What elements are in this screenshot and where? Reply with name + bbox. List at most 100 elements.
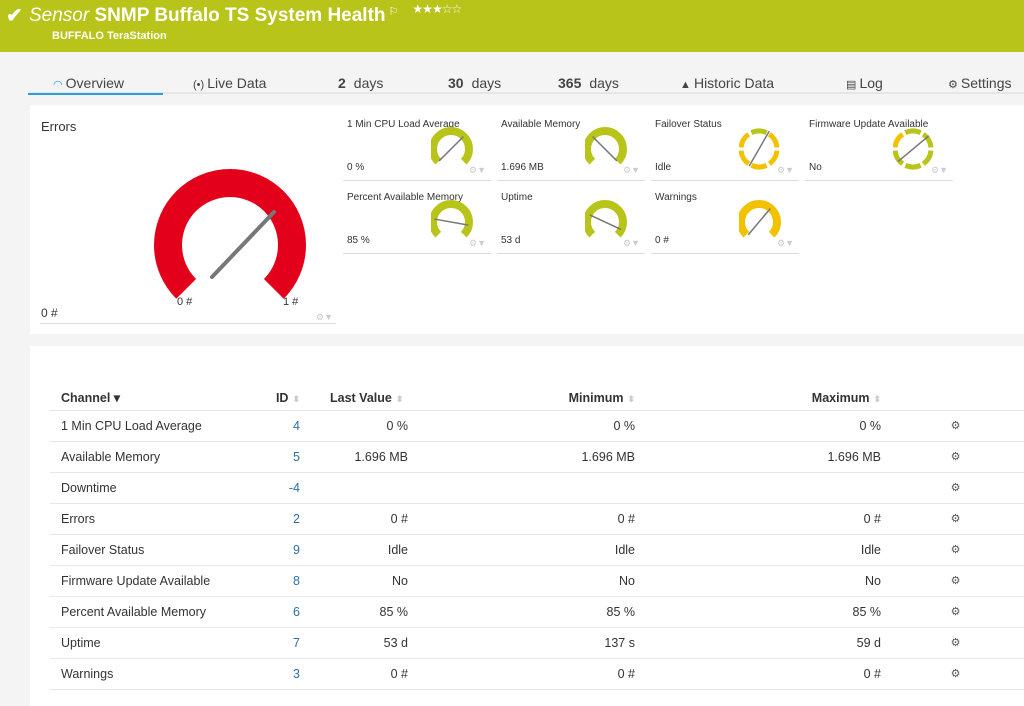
gauge-arc bbox=[431, 127, 473, 165]
star-icon[interactable]: ★ bbox=[412, 2, 423, 16]
gauge-segment bbox=[750, 128, 768, 136]
gauge-segment bbox=[739, 150, 751, 166]
tab-30-days[interactable]: 30 days bbox=[448, 75, 502, 91]
col-minimum[interactable]: Minimum ⬍ bbox=[408, 386, 635, 411]
table-row[interactable]: Errors 2 0 # 0 # 0 # ⚙ bbox=[50, 503, 1024, 535]
gauge-available-memory[interactable]: Available Memory 1.696 MB ⚙▼ bbox=[497, 115, 645, 181]
table-row[interactable]: Available Memory 5 1.696 MB 1.696 MB 1.6… bbox=[50, 441, 1024, 473]
table-row[interactable]: Warnings 3 0 # 0 # 0 # ⚙ bbox=[50, 658, 1024, 690]
channel-settings-icon[interactable]: ⚙ bbox=[881, 441, 1024, 473]
gauge-dial bbox=[893, 128, 934, 170]
title-row: Sensor SNMP Buffalo TS System Health ⚐ ★… bbox=[29, 2, 462, 27]
cell-maximum: No bbox=[635, 565, 881, 597]
gauge-needle bbox=[592, 136, 618, 162]
gauge-min-label: 0 # bbox=[177, 296, 193, 308]
priority-stars[interactable]: ★★★☆☆ bbox=[412, 2, 462, 16]
channel-settings-icon[interactable]: ⚙ bbox=[881, 658, 1024, 690]
cell-last-value: No bbox=[306, 565, 408, 597]
cell-last-value: Idle bbox=[306, 534, 408, 566]
channel-settings-icon[interactable]: ⚙ bbox=[881, 565, 1024, 597]
channel-settings-icon[interactable]: ⚙ bbox=[881, 627, 1024, 659]
gauge-settings-icon[interactable]: ⚙▼ bbox=[623, 165, 640, 175]
cell-id: -4 bbox=[250, 472, 306, 504]
tab-historic-data[interactable]: ▲ Historic Data bbox=[680, 75, 775, 91]
tab-log[interactable]: ▤ Log bbox=[846, 75, 883, 91]
cell-channel[interactable]: Uptime bbox=[50, 627, 250, 659]
cell-channel[interactable]: 1 Min CPU Load Average bbox=[50, 410, 250, 442]
tab-overview[interactable]: ◠ Overview bbox=[28, 75, 163, 95]
tab-settings[interactable]: ⚙ Settings bbox=[948, 75, 1012, 91]
gauge-percent-available-memory[interactable]: Percent Available Memory 85 % ⚙▼ bbox=[343, 188, 491, 254]
gauge-settings-icon[interactable]: ⚙▼ bbox=[777, 238, 794, 248]
flag-icon[interactable]: ⚐ bbox=[388, 6, 399, 18]
cell-last-value: 53 d bbox=[306, 627, 408, 659]
star-icon[interactable]: ★ bbox=[422, 2, 433, 16]
channel-settings-icon[interactable]: ⚙ bbox=[881, 472, 1024, 504]
gauge-warnings[interactable]: Warnings 0 # ⚙▼ bbox=[651, 188, 799, 254]
cell-channel[interactable]: Available Memory bbox=[50, 441, 250, 473]
table-row[interactable]: Downtime -4 ⚙ bbox=[50, 472, 1024, 504]
cell-id: 4 bbox=[250, 410, 306, 442]
table-row[interactable]: 1 Min CPU Load Average 4 0 % 0 % 0 % ⚙ bbox=[50, 410, 1024, 442]
gauge-arc bbox=[431, 200, 473, 238]
gauge-value: 1.696 MB bbox=[501, 162, 544, 173]
cell-last-value: 85 % bbox=[306, 596, 408, 628]
cell-id: 5 bbox=[250, 441, 306, 473]
gauge-settings-icon[interactable]: ⚙▼ bbox=[469, 238, 486, 248]
cell-maximum: 0 # bbox=[635, 658, 881, 690]
table-row[interactable]: Percent Available Memory 6 85 % 85 % 85 … bbox=[50, 596, 1024, 628]
col-last-value[interactable]: Last Value ⬍ bbox=[306, 386, 408, 411]
cell-channel[interactable]: Failover Status bbox=[50, 534, 250, 566]
col-id[interactable]: ID ⬍ bbox=[250, 386, 306, 411]
cell-channel[interactable]: Warnings bbox=[50, 658, 250, 690]
gauge-settings-icon[interactable]: ⚙▼ bbox=[931, 165, 948, 175]
gauge-segment bbox=[767, 132, 780, 148]
star-icon[interactable]: ☆ bbox=[451, 2, 462, 16]
cell-minimum: Idle bbox=[408, 534, 635, 566]
table-row[interactable]: Uptime 7 53 d 137 s 59 d ⚙ bbox=[50, 627, 1024, 659]
divider bbox=[40, 323, 336, 324]
cell-channel[interactable]: Errors bbox=[50, 503, 250, 535]
tab-2-days[interactable]: 2 days bbox=[338, 75, 384, 91]
table-row[interactable]: Firmware Update Available 8 No No No ⚙ bbox=[50, 565, 1024, 597]
cell-channel[interactable]: Firmware Update Available bbox=[50, 565, 250, 597]
gauge-title: Warnings bbox=[655, 192, 697, 203]
star-icon[interactable]: ★ bbox=[431, 2, 443, 16]
gauge-title: Percent Available Memory bbox=[347, 192, 463, 203]
errors-gauge bbox=[154, 169, 306, 299]
gauge-settings-icon[interactable]: ⚙▼ bbox=[469, 165, 486, 175]
star-icon[interactable]: ☆ bbox=[441, 2, 453, 16]
gauges-panel: Errors 0 # 1 # 0 # ⚙▼ 1 Min CPU Load Ave… bbox=[30, 105, 1024, 334]
gauge-settings-icon[interactable]: ⚙▼ bbox=[777, 165, 794, 175]
gauge-settings-icon[interactable]: ⚙▼ bbox=[623, 238, 640, 248]
tab-live-data[interactable]: (•) Live Data bbox=[193, 75, 267, 91]
cell-id: 7 bbox=[250, 627, 306, 659]
channel-settings-icon[interactable]: ⚙ bbox=[881, 534, 1024, 566]
gauge-needle bbox=[897, 135, 930, 162]
channel-settings-icon[interactable]: ⚙ bbox=[881, 596, 1024, 628]
channel-settings-icon[interactable]: ⚙ bbox=[881, 503, 1024, 535]
col-channel[interactable]: Channel ▾ bbox=[50, 386, 250, 411]
gauge-segment bbox=[750, 162, 768, 170]
table-row[interactable]: Failover Status 9 Idle Idle Idle ⚙ bbox=[50, 534, 1024, 566]
gauge-title: Firmware Update Available bbox=[809, 119, 929, 130]
sensor-name: SNMP Buffalo TS System Health bbox=[94, 5, 386, 26]
gauge-title: 1 Min CPU Load Average bbox=[347, 119, 460, 130]
gauge-failover-status[interactable]: Failover Status Idle ⚙▼ bbox=[651, 115, 799, 181]
tab-365-days[interactable]: 365 days bbox=[558, 75, 619, 91]
gauge-firmware-update-available[interactable]: Firmware Update Available No ⚙▼ bbox=[805, 115, 953, 181]
cell-maximum bbox=[635, 472, 881, 504]
device-name[interactable]: BUFFALO TeraStation bbox=[52, 30, 167, 42]
cell-last-value: 0 # bbox=[306, 503, 408, 535]
gauge-uptime[interactable]: Uptime 53 d ⚙▼ bbox=[497, 188, 645, 254]
gear-icon: ⚙ bbox=[948, 79, 961, 91]
cell-channel[interactable]: Percent Available Memory bbox=[50, 596, 250, 628]
gauge-1-min-cpu-load-average[interactable]: 1 Min CPU Load Average 0 % ⚙▼ bbox=[343, 115, 491, 181]
gauge-settings-icon[interactable]: ⚙▼ bbox=[316, 312, 333, 322]
cell-minimum: 0 % bbox=[408, 410, 635, 442]
channel-settings-icon[interactable]: ⚙ bbox=[881, 410, 1024, 442]
gauge-title: Available Memory bbox=[501, 119, 581, 130]
cell-minimum: No bbox=[408, 565, 635, 597]
col-maximum[interactable]: Maximum ⬍ bbox=[635, 386, 881, 411]
cell-channel[interactable]: Downtime bbox=[50, 472, 250, 504]
